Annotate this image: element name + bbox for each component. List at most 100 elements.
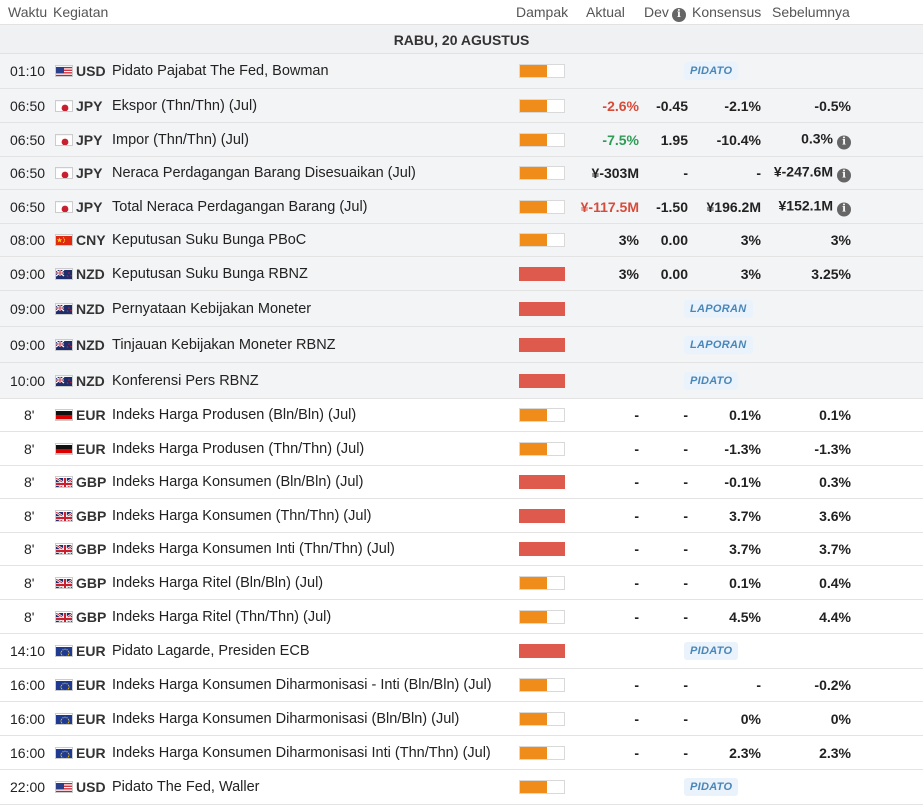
table-row[interactable]: 06:50 JPY Impor (Thn/Thn) (Jul) -7.5% 1.95 -1…	[0, 123, 923, 157]
event-name[interactable]: Ekspor (Thn/Thn) (Jul)	[112, 97, 258, 114]
info-icon[interactable]: i	[837, 135, 851, 149]
consensus-value: 3.7%	[729, 541, 761, 557]
event-name[interactable]: Indeks Harga Produsen (Bln/Bln) (Jul)	[112, 407, 357, 423]
event-name[interactable]: Indeks Harga Konsumen (Bln/Bln) (Jul)	[112, 474, 364, 490]
event-name[interactable]: Indeks Harga Konsumen Diharmonisasi Inti…	[112, 744, 491, 761]
event-name[interactable]: Pernyataan Kebijakan Moneter	[112, 300, 312, 317]
event-name[interactable]: Neraca Perdagangan Barang Disesuaikan (J…	[112, 165, 416, 181]
impact-indicator	[519, 132, 565, 147]
table-row[interactable]: 10:00 NZD Konferensi Pers RBNZ PIDATO	[0, 363, 923, 399]
table-row[interactable]: 06:50 JPY Total Neraca Perdagangan Barang …	[0, 190, 923, 224]
header-sebelumnya[interactable]: Sebelumnya	[772, 4, 850, 20]
event-time: 16:00	[10, 744, 46, 761]
event-name[interactable]: Tinjauan Kebijakan Moneter RBNZ	[112, 336, 336, 353]
impact-fill	[520, 645, 564, 657]
impact-indicator	[519, 98, 565, 113]
gb-flag-icon	[55, 543, 73, 555]
info-icon[interactable]: i	[837, 168, 851, 183]
event-time: 8'	[24, 507, 35, 524]
impact-fill	[520, 509, 564, 522]
impact-indicator	[519, 373, 565, 388]
currency-code: GBP	[76, 541, 107, 557]
header-dev[interactable]: Dev i	[644, 4, 686, 22]
header-aktual[interactable]: Aktual	[586, 4, 625, 20]
event-time: 01:10	[10, 63, 46, 79]
table-row[interactable]: 01:10 USD Pidato Pajabat The Fed, Bowman PI…	[0, 54, 923, 89]
table-row[interactable]: 8' GBP Indeks Harga Ritel (Thn/Thn) (Jul) -…	[0, 600, 923, 634]
consensus-value: 4.5%	[729, 608, 761, 625]
impact-fill	[520, 302, 564, 315]
table-row[interactable]: 8' EUR Indeks Harga Produsen (Bln/Bln) (Ju…	[0, 399, 923, 432]
table-row[interactable]: 16:00 EUR Indeks Harga Konsumen Diharmonis…	[0, 736, 923, 770]
event-name[interactable]: Pidato The Fed, Waller	[112, 779, 260, 795]
table-row[interactable]: 8' GBP Indeks Harga Ritel (Bln/Bln) (Jul) -…	[0, 566, 923, 600]
event-name[interactable]: Indeks Harga Produsen (Thn/Thn) (Jul)	[112, 440, 365, 457]
previous-value: 0.4%	[819, 575, 851, 591]
header-konsensus[interactable]: Konsensus	[692, 4, 762, 20]
table-row[interactable]: 8' EUR Indeks Harga Produsen (Thn/Thn) (Ju…	[0, 432, 923, 466]
consensus-value: 0.1%	[729, 574, 761, 591]
event-time: 8'	[24, 440, 35, 457]
event-name[interactable]: Indeks Harga Ritel (Thn/Thn) (Jul)	[112, 608, 332, 625]
impact-fill	[520, 610, 548, 623]
event-name[interactable]: Indeks Harga Ritel (Bln/Bln) (Jul)	[112, 574, 324, 591]
table-row[interactable]: 09:00 NZD Pernyataan Kebijakan Moneter LAPO…	[0, 291, 923, 327]
previous-value: 3.6%	[819, 508, 851, 524]
previous-text: 0%	[830, 710, 851, 727]
table-row[interactable]: 09:00 NZD Tinjauan Kebijakan Moneter RBNZ L…	[0, 327, 923, 363]
currency-code: GBP	[76, 608, 107, 625]
header-dampak[interactable]: Dampak	[516, 4, 569, 20]
event-name[interactable]: Konferensi Pers RBNZ	[112, 372, 259, 389]
event-name[interactable]: Indeks Harga Konsumen (Thn/Thn) (Jul)	[112, 507, 372, 524]
event-name[interactable]: Indeks Harga Konsumen Inti (Thn/Thn) (Ju…	[112, 541, 395, 557]
header-waktu[interactable]: Waktu	[8, 4, 48, 20]
table-row[interactable]: 8' GBP Indeks Harga Konsumen (Thn/Thn) (Ju…	[0, 499, 923, 533]
event-name[interactable]: Keputusan Suku Bunga RBNZ	[112, 265, 308, 282]
table-row[interactable]: 06:50 JPY Neraca Perdagangan Barang Disesu…	[0, 157, 923, 190]
impact-indicator	[519, 199, 565, 214]
previous-text: -0.5%	[814, 97, 851, 114]
consensus-value: 2.3%	[729, 744, 761, 761]
table-row[interactable]: 09:00 NZD Keputusan Suku Bunga RBNZ 3% 0.00 3…	[0, 257, 923, 291]
deviation-value: -1.50	[656, 198, 688, 215]
impact-fill	[520, 338, 564, 351]
impact-indicator	[519, 233, 565, 247]
event-name[interactable]: Indeks Harga Konsumen Diharmonisasi - In…	[112, 677, 492, 693]
info-icon[interactable]: i	[671, 8, 686, 22]
currency-code: EUR	[76, 407, 106, 423]
event-name[interactable]: Pidato Pajabat The Fed, Bowman	[112, 63, 329, 79]
header-kegiatan[interactable]: Kegiatan	[53, 4, 109, 20]
previous-text: -1.3%	[814, 440, 851, 457]
cn-flag-icon	[55, 234, 73, 246]
event-name[interactable]: Keputusan Suku Bunga PBoC	[112, 232, 307, 248]
consensus-value: -0.1%	[724, 474, 761, 490]
previous-value: 3%	[831, 232, 851, 248]
previous-text: ¥-247.6M	[773, 163, 833, 180]
table-row[interactable]: 08:00 CNY Keputusan Suku Bunga PBoC 3% 0.00 3…	[0, 224, 923, 257]
currency-code: USD	[76, 779, 106, 795]
table-row[interactable]: 14:10 EUR Pidato Lagarde, Presiden ECB PIDA…	[0, 634, 923, 669]
table-row[interactable]: 8' GBP Indeks Harga Konsumen (Bln/Bln) (Ju…	[0, 466, 923, 499]
event-time: 16:00	[10, 677, 46, 693]
table-row[interactable]: 16:00 EUR Indeks Harga Konsumen Diharmonis…	[0, 702, 923, 736]
currency-code: JPY	[76, 165, 103, 181]
previous-text: 3%	[830, 232, 851, 248]
info-icon[interactable]: i	[837, 202, 851, 216]
table-row[interactable]: 16:00 EUR Indeks Harga Konsumen Diharmonis…	[0, 669, 923, 702]
event-type-badge: PIDATO	[684, 62, 739, 80]
eu-flag-icon	[55, 712, 73, 725]
table-row[interactable]: 06:50 JPY Ekspor (Thn/Thn) (Jul) -2.6% -0.45…	[0, 89, 923, 123]
event-name[interactable]: Total Neraca Perdagangan Barang (Jul)	[112, 198, 368, 215]
event-name[interactable]: Pidato Lagarde, Presiden ECB	[112, 643, 310, 659]
previous-value: ¥152.1M i	[779, 197, 851, 216]
event-time: 8'	[24, 407, 35, 423]
deviation-value: 0.00	[660, 265, 688, 282]
event-name[interactable]: Indeks Harga Konsumen Diharmonisasi (Bln…	[112, 710, 460, 727]
event-time: 10:00	[10, 372, 46, 389]
currency-code: GBP	[76, 574, 107, 591]
table-row[interactable]: 22:00 USD Pidato The Fed, Waller PIDATO	[0, 770, 923, 805]
table-row[interactable]: 8' GBP Indeks Harga Konsumen Inti (Thn/Thn…	[0, 533, 923, 566]
previous-value: 3.7%	[819, 541, 851, 557]
header-dev-label: Dev	[644, 4, 669, 20]
event-name[interactable]: Impor (Thn/Thn) (Jul)	[112, 131, 249, 148]
